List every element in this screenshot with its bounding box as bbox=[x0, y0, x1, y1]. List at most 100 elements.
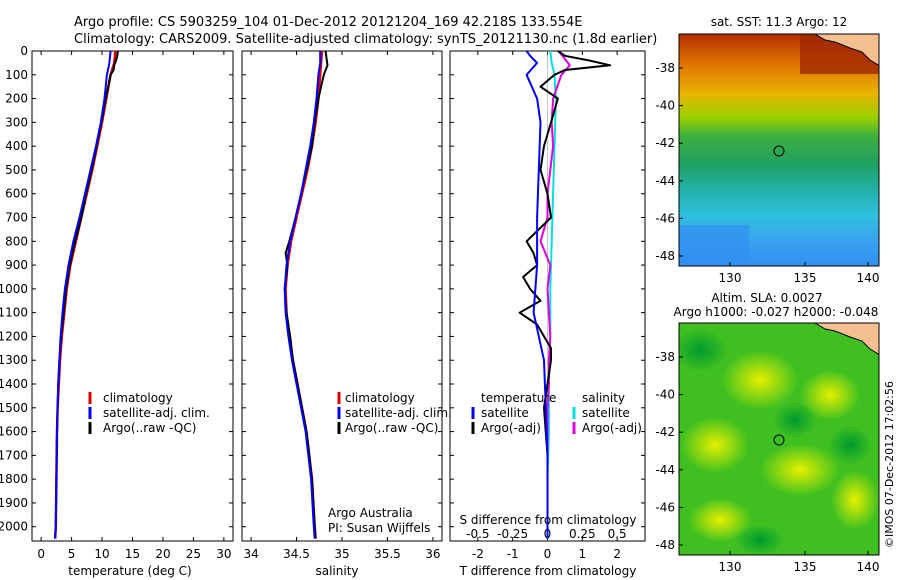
series-line-climatology bbox=[284, 50, 324, 539]
sla-argo-marker bbox=[773, 434, 785, 446]
sla-map-frame bbox=[678, 322, 880, 556]
sst-cool-patch bbox=[679, 225, 749, 265]
depth-tick-label: 1000 bbox=[0, 282, 28, 296]
legend-salinity-title: salinity bbox=[582, 391, 625, 405]
x-tick-label: 25 bbox=[186, 547, 201, 561]
depth-tick-label: 100 bbox=[5, 68, 28, 82]
x-tick-label: 20 bbox=[155, 547, 170, 561]
legend-t-argo-label: Argo(-adj) bbox=[481, 421, 541, 435]
depth-axis: 0 100 200 300 400 500 600 700 800 900 1000 1100 1200… bbox=[0, 44, 645, 534]
depth-tick-label: 500 bbox=[5, 163, 28, 177]
sst-argo-marker bbox=[773, 145, 785, 157]
x-tick-label: 34.5 bbox=[283, 547, 310, 561]
x-tick-label: -1 bbox=[507, 547, 519, 561]
lat-tick-label: -40 bbox=[655, 388, 675, 402]
header-line1: Argo profile: CS 5903259_104 01-Dec-2012… bbox=[74, 15, 582, 30]
depth-tick-label: 1600 bbox=[0, 425, 28, 439]
x-tick-label: 1 bbox=[579, 547, 587, 561]
legend-s-argo-label: Argo(-adj) bbox=[582, 421, 642, 435]
sla-low-anomaly bbox=[734, 524, 786, 555]
lat-tick-label: -42 bbox=[655, 136, 675, 150]
difference-plot: -2 -1 0 1 2-0.5 -0.25 0 0.25 0.5 bbox=[466, 50, 627, 561]
temperature-plot: 0 5 10 15 20 25 30 bbox=[37, 50, 232, 561]
s-tick-label: 0.5 bbox=[608, 527, 627, 541]
lat-tick-label: -40 bbox=[655, 99, 675, 113]
x-tick-label: 15 bbox=[125, 547, 140, 561]
x-tick-label: 2 bbox=[613, 547, 621, 561]
legend-climatology-label: climatology bbox=[103, 391, 173, 405]
depth-tick-label: 2000 bbox=[0, 520, 28, 534]
lon-tick-label: 140 bbox=[857, 271, 880, 285]
sla-high-anomaly bbox=[760, 444, 840, 496]
legend-argo-label: Argo(..raw -QC) bbox=[103, 421, 196, 435]
series-line-temperature-satellite bbox=[525, 50, 549, 539]
lat-tick-label: -44 bbox=[655, 174, 675, 188]
legend-temperature-title: temperature bbox=[481, 391, 556, 405]
x-tick-label: 10 bbox=[94, 547, 109, 561]
x-tick-label: 0 bbox=[544, 547, 552, 561]
lon-tick-label: 130 bbox=[719, 271, 742, 285]
sla-low-anomaly bbox=[679, 328, 728, 372]
lat-tick-label: -46 bbox=[655, 500, 675, 514]
lat-tick-label: -48 bbox=[655, 538, 675, 552]
legend-climatology-label: climatology bbox=[345, 391, 415, 405]
s-tick-label: -0.5 bbox=[466, 527, 489, 541]
depth-tick-label: 700 bbox=[5, 211, 28, 225]
lat-tick-label: -42 bbox=[655, 425, 675, 439]
depth-tick-label: 0 bbox=[20, 44, 28, 58]
series-line-satellite-adj-clim- bbox=[54, 50, 112, 539]
temperature-xlabel: temperature (deg C) bbox=[68, 564, 191, 578]
x-tick-label: 30 bbox=[216, 547, 231, 561]
sla-low-anomaly bbox=[828, 425, 872, 465]
s-difference-label: S difference from climatology bbox=[460, 513, 637, 527]
depth-tick-label: 1400 bbox=[0, 377, 28, 391]
depth-tick-label: 1800 bbox=[0, 472, 28, 486]
sla-map bbox=[679, 323, 879, 555]
lon-tick-label: 135 bbox=[794, 271, 817, 285]
depth-tick-label: 1100 bbox=[0, 306, 28, 320]
depth-tick-label: 900 bbox=[5, 258, 28, 272]
sst-map bbox=[679, 34, 879, 266]
sst-map-axes: -38 -40 -42 -44 -46 -48 130 135 140 bbox=[655, 61, 879, 285]
sla-low-anomaly bbox=[773, 402, 817, 438]
sst-map-frame bbox=[678, 33, 880, 267]
sla-coastline bbox=[814, 323, 879, 355]
header-line2: Climatology: CARS2009. Satellite-adjuste… bbox=[74, 32, 657, 47]
series-line-satellite-adj-clim- bbox=[283, 51, 322, 539]
sla-high-anomaly bbox=[800, 370, 860, 420]
depth-tick-label: 600 bbox=[5, 187, 28, 201]
imos-timestamp: ©IMOS 07-Dec-2012 17:02:56 bbox=[883, 381, 896, 548]
lon-tick-label: 135 bbox=[794, 560, 817, 574]
lon-tick-label: 140 bbox=[857, 560, 880, 574]
sla-high-anomaly bbox=[688, 498, 752, 542]
sst-coastline bbox=[814, 34, 879, 66]
legend-t-satellite-label: satellite bbox=[481, 406, 529, 420]
depth-tick-label: 1900 bbox=[0, 496, 28, 510]
salinity-xlabel: salinity bbox=[315, 564, 358, 578]
depth-tick-label: 300 bbox=[5, 115, 28, 129]
sst-map-title: sat. SST: 11.3 Argo: 12 bbox=[711, 15, 848, 29]
sla-high-anomaly bbox=[681, 417, 749, 473]
lon-tick-label: 130 bbox=[719, 560, 742, 574]
pi-label: PI: Susan Wijffels bbox=[328, 521, 430, 535]
lat-tick-label: -44 bbox=[655, 463, 675, 477]
x-tick-label: 34 bbox=[243, 547, 258, 561]
series-line-argo-raw-qc- bbox=[283, 50, 329, 539]
legend-argo-label: Argo(..raw -QC) bbox=[345, 421, 438, 435]
sla-map-title1: Altim. SLA: 0.0027 bbox=[711, 291, 822, 305]
s-tick-label: -0.25 bbox=[497, 527, 528, 541]
temperature-legend: climatology satellite-adj. clim. Argo(..… bbox=[88, 391, 210, 435]
depth-tick-label: 1500 bbox=[0, 401, 28, 415]
depth-tick-label: 1700 bbox=[0, 448, 28, 462]
legend-satellite-label: satellite-adj. clim. bbox=[345, 406, 452, 420]
series-line-temperature-argo-adj- bbox=[518, 50, 612, 539]
lat-tick-label: -46 bbox=[655, 211, 675, 225]
lat-tick-label: -48 bbox=[655, 249, 675, 263]
legend-s-satellite-label: satellite bbox=[582, 406, 630, 420]
x-tick-label: 0 bbox=[37, 547, 45, 561]
temperature-panel-frame bbox=[31, 50, 234, 542]
salinity-plot: 34 34.5 35 35.5 36 bbox=[243, 50, 441, 561]
x-tick-label: -2 bbox=[472, 547, 484, 561]
legend-satellite-label: satellite-adj. clim. bbox=[103, 406, 210, 420]
